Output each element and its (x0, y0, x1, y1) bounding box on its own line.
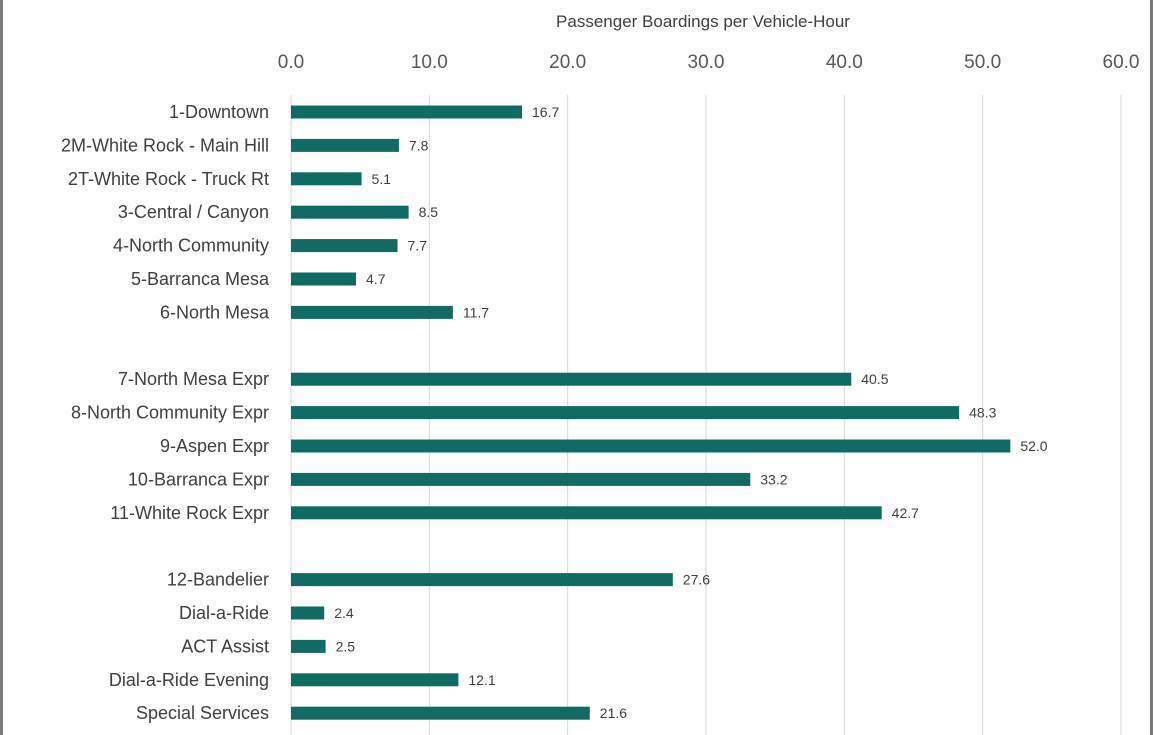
bar-chart: Passenger Boardings per Vehicle-Hour 0.0… (61, 12, 1140, 735)
data-label: 7.7 (408, 238, 428, 254)
data-label: 2.5 (336, 638, 356, 654)
data-label: 40.5 (861, 371, 888, 387)
category-label: 6-North Mesa (160, 302, 270, 322)
category-label: 11-White Rock Expr (110, 503, 269, 523)
bar (291, 406, 960, 420)
category-label: Special Services (136, 703, 269, 723)
bar (291, 105, 523, 119)
category-labels: 1-Downtown 2M-White Rock - Main Hill 2T-Wh… (61, 102, 270, 723)
category-label: 3-Central / Canyon (118, 202, 269, 222)
bar (291, 706, 590, 720)
bar (291, 372, 852, 386)
data-label: 16.7 (532, 104, 559, 120)
data-label: 2.4 (334, 605, 354, 621)
x-tick-label: 60.0 (1103, 52, 1140, 73)
category-label: 2M-White Rock - Main Hill (61, 135, 269, 155)
x-tick-label: 50.0 (964, 52, 1001, 73)
category-label: Dial-a-Ride Evening (109, 670, 269, 690)
x-tick-label: 20.0 (549, 52, 586, 73)
data-label: 21.6 (600, 705, 627, 721)
bars (291, 105, 1011, 720)
category-label: 8-North Community Expr (71, 403, 269, 423)
x-tick-label: 10.0 (411, 52, 448, 73)
bar (291, 272, 357, 286)
bar (291, 639, 326, 653)
data-label: 42.7 (892, 505, 919, 521)
bar (291, 573, 673, 587)
data-labels: 16.7 7.8 5.1 8.5 7.7 4.7 11.7 40.5 48.3 52.0 33.2 4… (334, 104, 1048, 721)
data-label: 27.6 (683, 572, 710, 588)
x-tick-label: 0.0 (278, 52, 304, 73)
category-label: 2T-White Rock - Truck Rt (68, 169, 269, 189)
x-tick-label: 40.0 (826, 52, 863, 73)
data-label: 11.7 (463, 304, 489, 320)
bar (291, 172, 362, 186)
data-label: 33.2 (760, 471, 787, 487)
category-label: Dial-a-Ride (179, 603, 269, 623)
x-tick-label: 30.0 (688, 52, 725, 73)
data-label: 52.0 (1020, 438, 1047, 454)
bar (291, 205, 409, 219)
category-label: 12-Bandelier (167, 570, 269, 590)
category-label: 7-North Mesa Expr (118, 369, 269, 389)
data-label: 5.1 (372, 171, 392, 187)
category-label: 1-Downtown (169, 102, 269, 122)
category-label: ACT Assist (181, 636, 269, 656)
data-label: 12.1 (468, 672, 495, 688)
data-label: 4.7 (366, 271, 386, 287)
x-tick-labels: 0.0 10.0 20.0 30.0 40.0 50.0 60.0 (278, 52, 1140, 73)
data-label: 7.8 (409, 137, 429, 153)
category-label: 9-Aspen Expr (160, 436, 269, 456)
category-label: 5-Barranca Mesa (131, 269, 270, 289)
bar (291, 673, 459, 687)
category-label: 4-North Community (113, 236, 269, 256)
bar (291, 472, 751, 486)
x-axis-title: Passenger Boardings per Vehicle-Hour (556, 12, 850, 31)
bar (291, 439, 1011, 453)
category-label: 10-Barranca Expr (128, 469, 269, 489)
bar (291, 305, 453, 319)
bar (291, 606, 325, 620)
data-label: 48.3 (969, 405, 996, 421)
bar (291, 506, 882, 520)
data-label: 8.5 (419, 204, 439, 220)
bar (291, 138, 399, 152)
bar (291, 239, 398, 253)
